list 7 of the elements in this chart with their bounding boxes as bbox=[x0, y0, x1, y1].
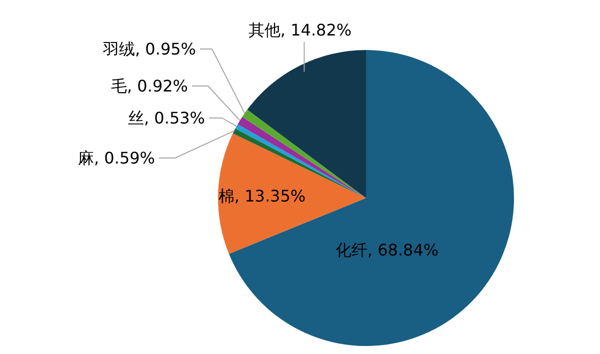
slice-label: 化纤, 68.84% bbox=[335, 240, 439, 260]
slice-label: 毛, 0.92% bbox=[111, 76, 188, 96]
slice-label: 麻, 0.59% bbox=[78, 148, 155, 168]
slice-label: 棉, 13.35% bbox=[218, 186, 306, 206]
slice-label: 羽绒, 0.95% bbox=[102, 40, 196, 58]
slice-label: 丝, 0.53% bbox=[128, 108, 205, 128]
slice-label: 其他, 14.82% bbox=[248, 20, 352, 40]
